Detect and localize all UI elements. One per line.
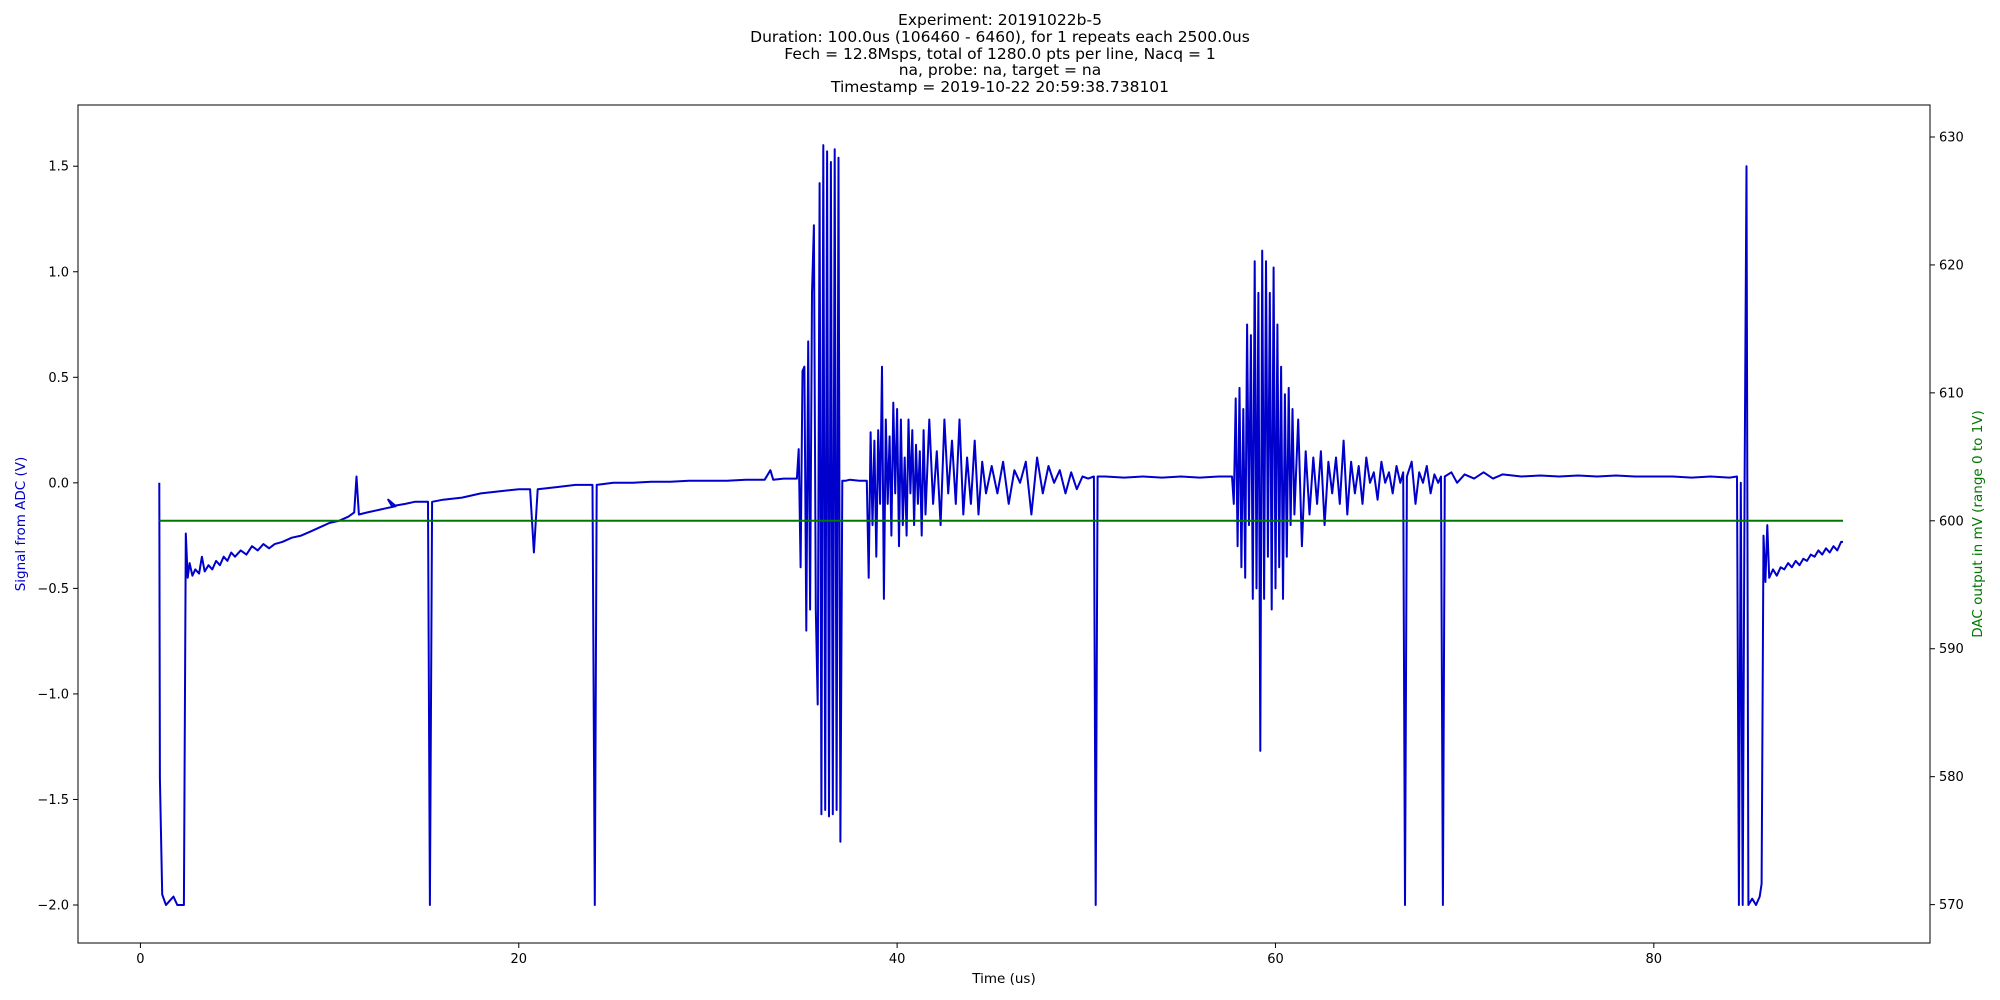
chart-title-block: Experiment: 20191022b-5 Duration: 100.0us… [0, 12, 2000, 96]
y-right-tick-label: 610 [1939, 386, 1964, 401]
y-right-tick-label: 600 [1939, 514, 1964, 529]
plot-frame [77, 104, 1931, 944]
y-right-tick-label: 580 [1939, 770, 1964, 785]
x-axis-label: Time (us) [971, 971, 1035, 987]
title-line: Timestamp = 2019-10-22 20:59:38.738101 [830, 78, 1170, 97]
title-line: Fech = 12.8Msps, total of 1280.0 pts per… [784, 44, 1216, 63]
y-left-tick-label: −1.5 [37, 793, 69, 808]
y-left-tick-label: −0.5 [37, 582, 69, 597]
y-left-tick-label: −2.0 [37, 899, 69, 914]
y-left-tick-label: 1.0 [48, 265, 69, 280]
y-right-tick-label: 570 [1939, 898, 1964, 913]
y-left-tick-label: 1.5 [48, 160, 69, 175]
x-tick-label: 40 [889, 952, 906, 967]
x-tick-label: 0 [136, 952, 144, 967]
title-line: Experiment: 20191022b-5 [898, 11, 1102, 29]
title-line: na, probe: na, target = na [898, 61, 1102, 80]
y-left-tick-label: 0.5 [48, 371, 69, 386]
x-tick-label: 80 [1646, 952, 1663, 967]
y-axis-label-right: DAC output in mV (range 0 to 1V) [1970, 410, 1986, 638]
adc-signal-line [158, 144, 1843, 906]
y-right-tick-label: 590 [1939, 642, 1964, 657]
x-tick-label: 60 [1267, 952, 1284, 967]
y-axis-label-left: Signal from ADC (V) [13, 457, 29, 592]
x-tick-label: 20 [510, 952, 527, 967]
title-line: Duration: 100.0us (106460 - 6460), for 1… [750, 27, 1250, 46]
y-right-tick-label: 620 [1939, 258, 1964, 273]
y-left-tick-label: 0.0 [48, 476, 69, 491]
y-left-tick-label: −1.0 [37, 687, 69, 702]
y-right-tick-label: 630 [1939, 130, 1964, 145]
